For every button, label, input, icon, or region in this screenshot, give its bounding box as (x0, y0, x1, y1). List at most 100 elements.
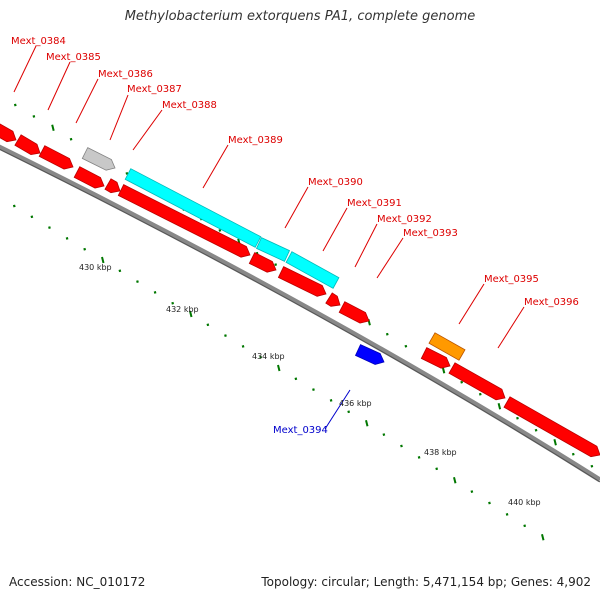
gene-arrow-reverse (354, 344, 385, 365)
gene-arrow (117, 184, 251, 258)
kbp-label: 430 kbp (79, 263, 112, 272)
gene-labels: Mext_0384 Mext_0385 Mext_0386 Mext_0387 Mext… (11, 36, 579, 436)
gene-arrow (338, 301, 370, 324)
minor-tick (516, 416, 519, 420)
minor-tick (83, 247, 87, 251)
gene-arrow (38, 145, 74, 170)
leader-line (376, 237, 404, 279)
gene-box-orange (428, 332, 466, 361)
gene-arrow (503, 396, 600, 458)
minor-tick (13, 103, 17, 107)
minor-tick (478, 392, 482, 396)
gene-label[interactable]: Mext_0386 (98, 69, 153, 80)
gene-label[interactable]: Mext_0389 (228, 135, 283, 146)
leader-line (354, 223, 378, 268)
minor-tick (590, 464, 594, 468)
kbp-label: 436 kbp (339, 399, 372, 408)
minor-tick (171, 301, 175, 305)
minor-tick (48, 226, 51, 229)
major-tick (365, 419, 369, 427)
kbp-label: 432 kbp (166, 305, 199, 314)
gene-label[interactable]: Mext_0392 (377, 214, 432, 225)
gene-arrow (277, 266, 327, 297)
kbp-labels: 430 kbp 432 kbp 434 kbp 436 kbp 438 kbp 440 k… (79, 263, 541, 507)
major-tick (51, 124, 55, 132)
minor-tick (118, 269, 122, 273)
gene-label[interactable]: Mext_0388 (162, 100, 217, 111)
minor-tick (274, 263, 278, 266)
minor-tick (69, 137, 73, 141)
minor-tick (259, 355, 263, 359)
leader-line (202, 144, 229, 189)
leader-line (47, 61, 71, 111)
minor-tick (294, 377, 298, 381)
tick-marks (12, 103, 594, 541)
gene-arrow (14, 134, 41, 156)
gene-arrow (73, 166, 105, 189)
gene-label[interactable]: Mext_0390 (308, 177, 363, 188)
major-tick (101, 256, 105, 264)
minor-tick (65, 237, 69, 240)
minor-tick (224, 334, 227, 337)
leader-line (13, 45, 37, 93)
major-tick (497, 402, 502, 410)
minor-tick (347, 410, 351, 414)
gene-label[interactable]: Mext_0395 (484, 274, 539, 285)
leader-line (284, 186, 309, 229)
accession-text: Accession: NC_010172 (9, 575, 146, 589)
label-leader-lines (13, 45, 525, 430)
minor-tick (32, 115, 36, 118)
minor-tick (523, 524, 527, 528)
minor-tick (12, 204, 16, 208)
minor-tick (136, 280, 139, 283)
gene-label[interactable]: Mext_0384 (11, 36, 66, 47)
minor-tick (534, 428, 538, 432)
map-title: Methylobacterium extorquens PA1, complet… (124, 9, 476, 24)
major-tick (541, 533, 545, 541)
kbp-label: 440 kbp (508, 498, 541, 507)
gene-box-gray (81, 147, 116, 171)
gene-label[interactable]: Mext_0393 (403, 228, 458, 239)
minor-tick (470, 490, 474, 493)
minor-tick (218, 229, 222, 232)
minor-tick (435, 467, 439, 471)
gene-label[interactable]: Mext_0385 (46, 52, 101, 63)
minor-tick (30, 215, 34, 219)
leader-line (497, 306, 525, 349)
minor-tick (460, 380, 464, 384)
gene-arrow (0, 123, 17, 143)
major-tick (189, 310, 193, 318)
minor-tick (153, 291, 157, 294)
minor-tick (400, 444, 403, 448)
leader-line (75, 78, 99, 124)
gene-arrow (104, 178, 121, 194)
major-tick (441, 366, 446, 374)
minor-tick (312, 388, 315, 391)
minor-tick (488, 501, 491, 505)
gene-box-cyan (255, 237, 291, 262)
minor-tick (505, 513, 509, 516)
gene-label[interactable]: Mext_0391 (347, 198, 402, 209)
genome-backbone (0, 144, 600, 483)
minor-tick (404, 344, 408, 348)
leader-line (132, 109, 163, 151)
gene-arrow (248, 252, 277, 273)
gene-arrow (325, 292, 341, 307)
minor-tick (329, 399, 333, 402)
major-tick (277, 364, 281, 372)
leader-line (109, 94, 129, 141)
minor-tick (241, 345, 245, 348)
gene-arrow (448, 362, 506, 401)
minor-tick (206, 323, 210, 327)
gene-label[interactable]: Mext_0394 (273, 425, 328, 436)
minor-tick (382, 433, 386, 436)
gene-label[interactable]: Mext_0396 (524, 297, 579, 308)
major-tick (453, 476, 457, 484)
leader-line (324, 389, 351, 430)
gene-arrow (420, 347, 451, 369)
gene-label[interactable]: Mext_0387 (127, 84, 182, 95)
minor-tick (385, 332, 389, 336)
gene-box-cyan (285, 251, 340, 289)
minor-tick (417, 456, 421, 459)
